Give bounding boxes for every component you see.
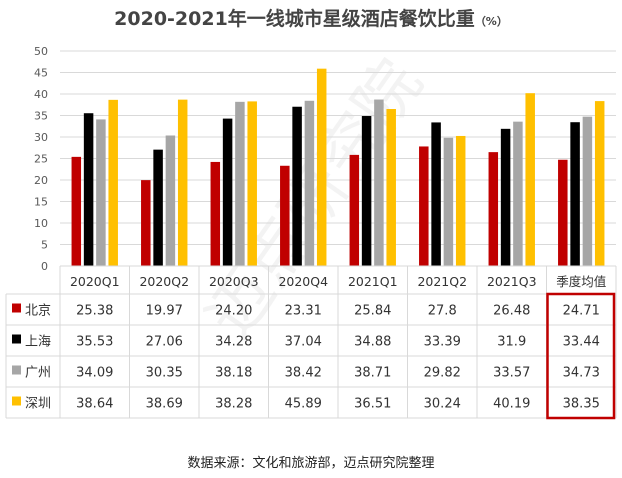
data-label: 33.44 (563, 335, 600, 350)
data-label: 27.06 (146, 335, 183, 350)
bar-北京-2020Q1 (71, 156, 82, 266)
bar-广州-2021Q1 (374, 99, 384, 266)
bar-北京-2021Q1 (349, 154, 360, 266)
data-label: 34.73 (563, 366, 600, 381)
data-label: 40.19 (493, 397, 530, 412)
data-label: 34.88 (354, 335, 391, 350)
legend-swatch (12, 396, 21, 406)
data-label: 30.35 (146, 366, 183, 381)
x-tick-label: 2020Q2 (139, 274, 189, 289)
bar-上海-2021Q3 (500, 128, 511, 266)
data-label: 24.71 (563, 304, 600, 319)
y-tick-label: 25 (34, 153, 48, 166)
data-label: 25.38 (76, 304, 113, 319)
bar-上海-2020Q4 (292, 106, 302, 266)
chart-title-text: 2020-2021年一线城市星级酒店餐饮比重 (114, 8, 475, 30)
y-tick-label: 15 (34, 196, 48, 209)
data-label: 37.04 (285, 335, 322, 350)
data-label: 38.69 (146, 397, 183, 412)
data-label: 34.09 (76, 366, 113, 381)
y-tick-label: 0 (41, 260, 48, 273)
data-label: 35.53 (76, 335, 113, 350)
bar-上海-2020Q3 (222, 118, 233, 266)
data-label: 25.84 (354, 304, 391, 319)
y-tick-label: 10 (34, 217, 48, 230)
data-label: 33.39 (424, 335, 461, 350)
data-label: 38.42 (285, 366, 322, 381)
bar-深圳-2020Q3 (247, 101, 257, 266)
bar-深圳-2021Q2 (455, 135, 466, 266)
legend-label: 广州 (25, 366, 51, 381)
data-label: 45.89 (285, 397, 322, 412)
data-label: 38.64 (76, 397, 113, 412)
chart-title: 2020-2021年一线城市星级酒店餐饮比重（%） (0, 4, 622, 31)
data-label: 19.97 (146, 304, 183, 319)
data-label: 38.35 (563, 397, 600, 412)
y-tick-label: 35 (34, 110, 48, 123)
data-label: 29.82 (424, 366, 461, 381)
data-label: 23.31 (285, 304, 322, 319)
x-tick-label: 2020Q3 (209, 274, 259, 289)
x-tick-label: 2021Q3 (487, 274, 537, 289)
bar-上海-2021Q2 (431, 122, 441, 266)
data-label: 26.48 (493, 304, 530, 319)
bar-广州-2020Q4 (304, 100, 315, 266)
bar-北京-2020Q3 (210, 161, 221, 266)
bar-广州-2021Q3 (513, 121, 523, 266)
data-label: 38.18 (215, 366, 252, 381)
y-tick-label: 40 (34, 88, 48, 101)
y-tick-label: 5 (41, 239, 48, 252)
data-label: 30.24 (424, 397, 461, 412)
bar-广州-季度均值 (582, 116, 593, 266)
average-highlight-box (546, 292, 616, 420)
data-label: 34.28 (215, 335, 252, 350)
bar-上海-季度均值 (570, 122, 580, 266)
bar-上海-2021Q1 (361, 116, 372, 267)
legend-swatch (12, 334, 21, 344)
x-tick-label: 2021Q2 (417, 274, 467, 289)
chart-title-unit: （%） (474, 15, 508, 28)
bar-深圳-季度均值 (594, 101, 605, 266)
y-tick-label: 20 (34, 174, 48, 187)
bar-北京-季度均值 (558, 159, 568, 266)
bar-上海-2020Q1 (83, 113, 94, 266)
data-label: 27.8 (428, 304, 457, 319)
data-label: 24.20 (215, 304, 252, 319)
bar-深圳-2020Q1 (108, 99, 118, 267)
y-tick-label: 50 (34, 45, 48, 58)
bar-广州-2020Q1 (96, 119, 106, 267)
bar-深圳-2020Q2 (177, 99, 188, 267)
bar-深圳-2021Q3 (525, 93, 535, 266)
x-tick-label: 2020Q1 (70, 274, 120, 289)
data-label: 31.9 (497, 335, 526, 350)
bar-广州-2021Q2 (443, 137, 454, 266)
bar-北京-2021Q2 (419, 146, 429, 266)
x-tick-label: 2021Q1 (348, 274, 398, 289)
data-label: 38.28 (215, 397, 252, 412)
bar-深圳-2020Q4 (316, 68, 327, 266)
bar-广州-2020Q2 (165, 135, 176, 266)
bar-北京-2020Q4 (280, 165, 290, 266)
legend-label: 北京 (25, 304, 51, 319)
legend-label: 上海 (25, 335, 51, 350)
y-tick-label: 30 (34, 131, 48, 144)
source-note: 数据来源：文化和旅游部，迈点研究院整理 (187, 456, 435, 471)
bar-深圳-2021Q1 (386, 109, 396, 266)
bar-北京-2020Q2 (141, 180, 151, 266)
legend-swatch (12, 365, 21, 375)
x-tick-label: 2020Q4 (278, 274, 328, 289)
legend-label: 深圳 (25, 397, 51, 412)
x-tick-label: 季度均值 (556, 274, 606, 289)
y-tick-label: 45 (34, 67, 48, 80)
bar-北京-2021Q3 (488, 152, 499, 266)
data-label: 36.51 (354, 397, 391, 412)
data-label: 33.57 (493, 366, 530, 381)
legend-swatch (12, 303, 21, 313)
bar-上海-2020Q2 (153, 149, 163, 266)
bar-广州-2020Q3 (235, 101, 245, 267)
data-label: 38.71 (354, 366, 391, 381)
